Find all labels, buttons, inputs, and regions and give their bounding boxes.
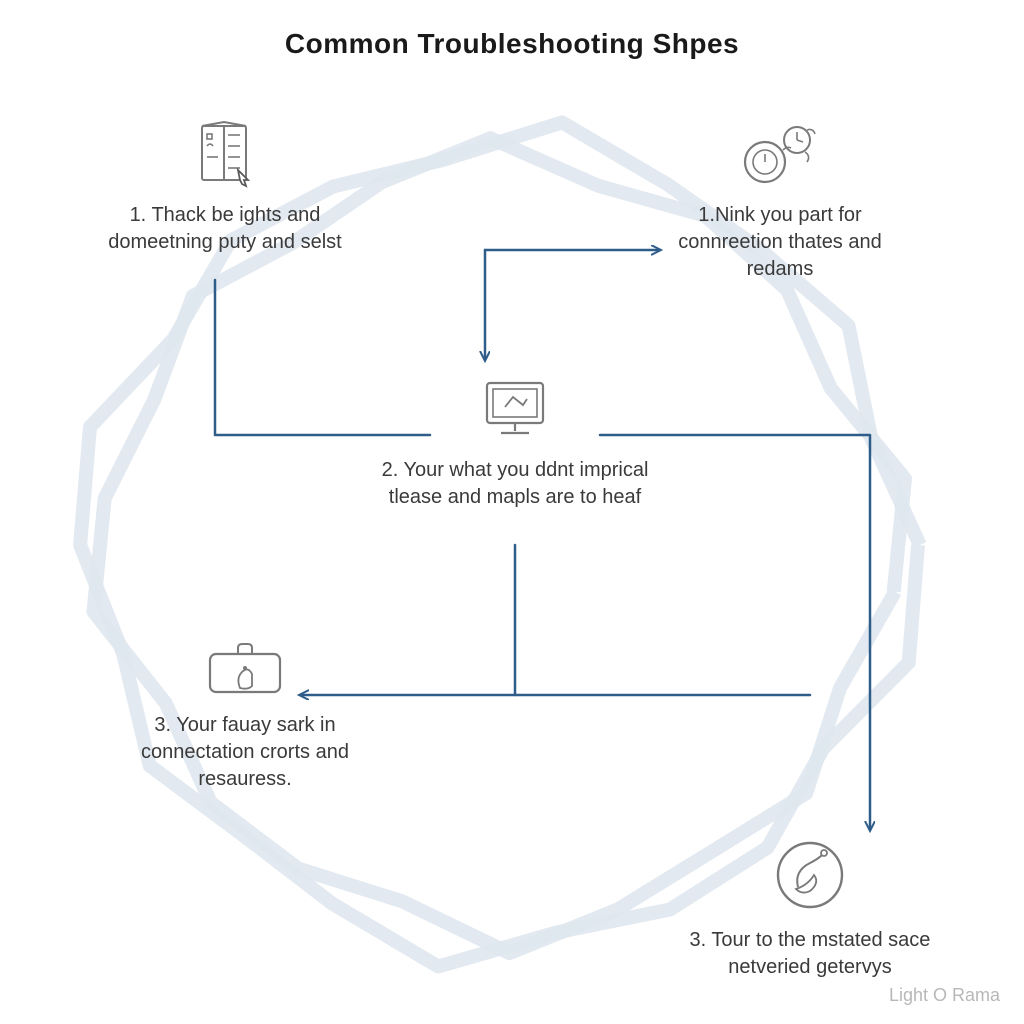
step-label: 3. Your fauay sark in connectation crort… [120, 712, 370, 793]
step-node-top-left: 1. Thack be ights and domeetning puty an… [95, 120, 355, 256]
page-title: Common Troubleshooting Shpes [0, 28, 1024, 60]
briefcase-touch-icon [120, 640, 370, 700]
step-node-bottom-left: 3. Your fauay sark in connectation crort… [120, 640, 370, 793]
step-label: 1.Nink you part for connreetion thates a… [650, 202, 910, 283]
monitor-device-icon [375, 375, 655, 445]
step-node-center: 2. Your what you ddnt imprical tlease an… [375, 375, 655, 511]
diagram-canvas: Common Troubleshooting Shpes 1. Thack be… [0, 0, 1024, 1024]
step-label: 1. Thack be ights and domeetning puty an… [95, 202, 355, 256]
step-label: 2. Your what you ddnt imprical tlease an… [375, 457, 655, 511]
circle-leaf-icon [680, 835, 940, 915]
watermark-text: Light O Rama [889, 985, 1000, 1006]
step-node-top-right: 1.Nink you part for connreetion thates a… [650, 120, 910, 283]
watch-rings-icon [650, 120, 910, 190]
step-node-bottom-right: 3. Tour to the mstated sace netveried ge… [680, 835, 940, 981]
document-cursor-icon [95, 120, 355, 190]
step-label: 3. Tour to the mstated sace netveried ge… [680, 927, 940, 981]
